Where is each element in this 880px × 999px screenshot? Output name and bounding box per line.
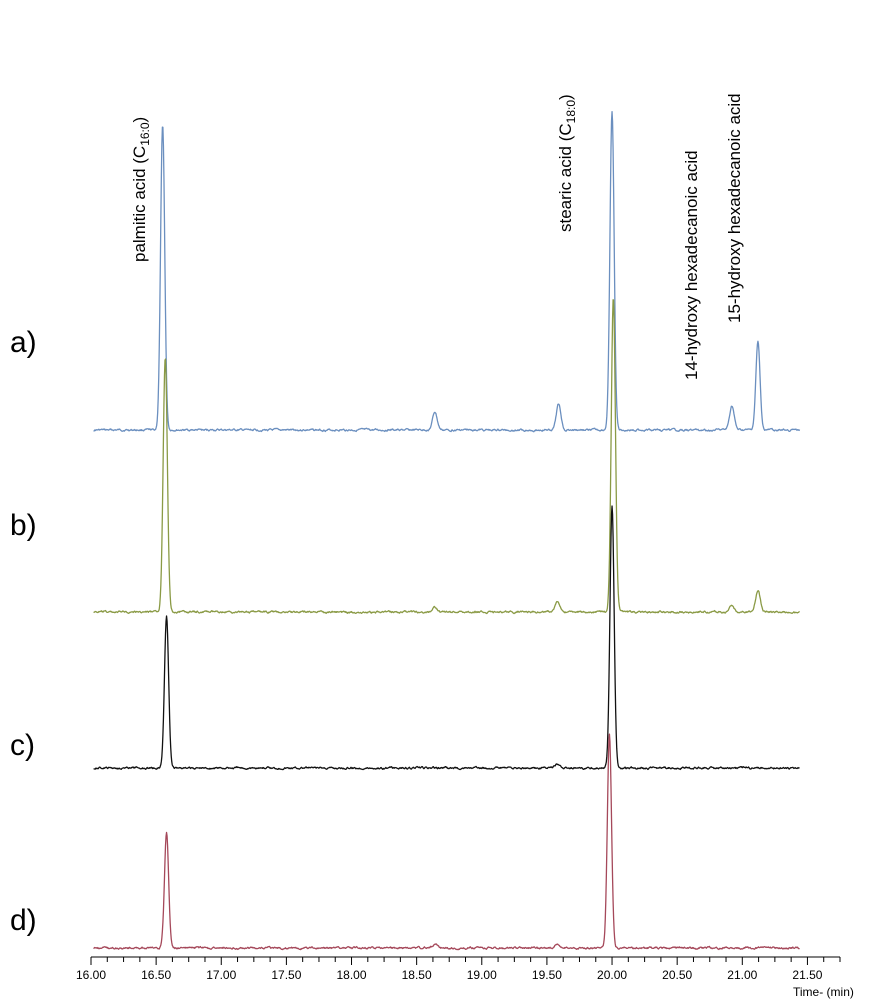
x-tick-label: 18.50 [402, 968, 432, 982]
x-tick-label: 21.00 [727, 968, 757, 982]
row-label-b: b) [10, 509, 37, 542]
peak-label-suffix: ) [556, 94, 575, 100]
x-tick-label: 21.50 [792, 968, 822, 982]
peak-label-text: 14-hydroxy hexadecanoic acid [682, 150, 701, 380]
trace-a [93, 111, 801, 433]
peak-label-text: palmitic acid (C [130, 146, 149, 262]
x-tick-label: 17.50 [271, 968, 301, 982]
x-axis: 16.00 16.50 17.00 17.50 18.00 18.50 19.00 19.50… [76, 956, 841, 982]
x-tick-label: 17.00 [206, 968, 236, 982]
peak-label-stearic: stearic acid (C18:0) [556, 94, 578, 232]
trace-b [93, 299, 800, 615]
row-label-d: d) [10, 904, 37, 937]
x-tick-label: 16.50 [141, 968, 171, 982]
peak-labels: palmitic acid (C16:0)stearic acid (C18:0… [130, 93, 744, 380]
row-label-c: c) [10, 729, 35, 762]
peak-label-suffix: ) [130, 117, 149, 123]
x-tick-label: 19.00 [467, 968, 497, 982]
row-label-a: a) [10, 326, 37, 359]
traces-group [93, 111, 801, 951]
x-tick-label: 20.00 [597, 968, 627, 982]
x-tick-label: 16.00 [76, 968, 106, 982]
x-tick-label: 20.50 [662, 968, 692, 982]
peak-label-subscript: 16:0 [138, 122, 152, 146]
trace-c [93, 505, 800, 771]
row-labels: a) b) c) d) [10, 326, 37, 937]
peak-label-subscript: 18:0 [564, 100, 578, 124]
x-tick-label: 18.00 [337, 968, 367, 982]
peak-label-palmitic: palmitic acid (C16:0) [130, 117, 152, 262]
peak-label-text: stearic acid (C [556, 123, 575, 232]
peak-label-hydroxy14: 14-hydroxy hexadecanoic acid [682, 150, 701, 380]
x-tick-label: 19.50 [532, 968, 562, 982]
peak-label-hydroxy15: 15-hydroxy hexadecanoic acid [725, 93, 744, 323]
trace-d [93, 733, 800, 951]
peak-label-text: 15-hydroxy hexadecanoic acid [725, 93, 744, 323]
x-axis-title: Time- (min) [793, 985, 854, 999]
